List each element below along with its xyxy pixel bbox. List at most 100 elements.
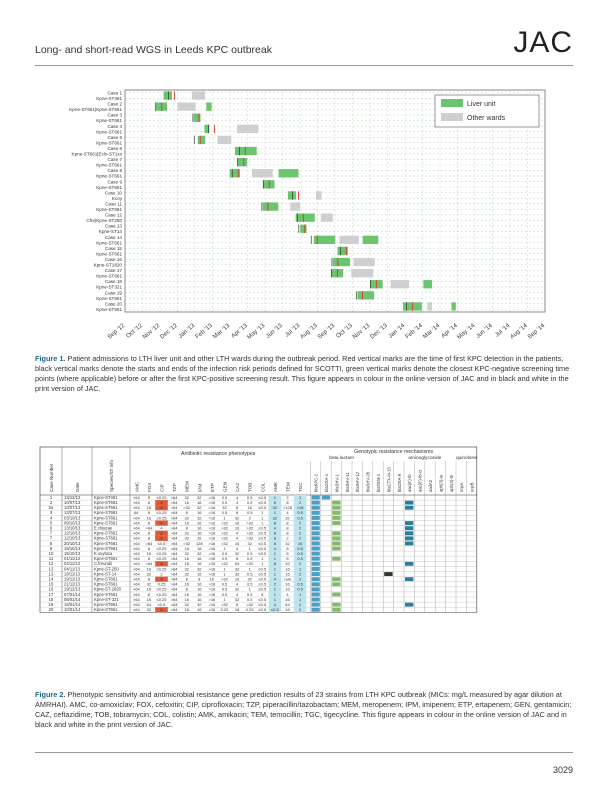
phenotype-column-header: ETP: [210, 483, 215, 492]
phenotype-value-cell: 8: [274, 561, 277, 566]
phenotype-value-cell: 32: [184, 531, 189, 536]
date-cell: 09/10/13: [64, 520, 81, 525]
timeline-x-tick-label: Mar '13: [212, 323, 232, 341]
gene-presence-cell: [311, 521, 320, 525]
admission-bar: [262, 202, 279, 211]
phenotype-value-cell: 16: [184, 582, 189, 587]
running-title: Long- and short-read WGS in Leeds KPC ou…: [35, 44, 272, 56]
gene-presence-cell: [311, 556, 320, 561]
aminoglycoside-header: aminoglycoside: [408, 455, 441, 461]
phenotype-value-cell: 16: [147, 505, 152, 510]
phenotype-value-cell: 32: [285, 561, 290, 566]
gene-column-header: blaOXA-1: [324, 473, 329, 492]
phenotype-value-cell: >16: [209, 520, 217, 525]
phenotype-value-cell: 0.5: [222, 582, 228, 587]
case-number-cell: 5: [50, 520, 53, 525]
timeline-x-tick-label: Jan '13: [178, 323, 197, 340]
phenotype-value-cell: 32: [147, 571, 152, 576]
species-cell: C.freundii: [94, 561, 112, 566]
gene-presence-cell: [332, 510, 341, 515]
phenotype-value-cell: 8: [186, 577, 189, 582]
phenotype-value-cell: 0.5: [247, 597, 253, 602]
phenotype-value-cell: >16: [209, 551, 217, 556]
phenotype-value-cell: >32: [246, 531, 254, 536]
phenotype-value-cell: 2: [299, 607, 302, 612]
phenotype-value-cell: 32: [235, 566, 240, 571]
timeline-row-label: Case 17: [105, 268, 123, 273]
phenotype-value-cell: >16: [209, 602, 217, 607]
phenotype-value-cell: 1: [299, 566, 302, 571]
phenotype-value-cell: 16: [285, 607, 290, 612]
phenotype-value-cell: 1: [299, 597, 302, 602]
gene-presence-cell: [332, 536, 341, 541]
gene-presence-cell: [311, 582, 320, 587]
date-cell: 18/11/13: [64, 571, 81, 576]
case-number-cell: 17: [49, 592, 54, 597]
phenotype-value-cell: >64: [133, 566, 141, 571]
phenotype-column-header: CAZ: [235, 483, 240, 492]
phenotype-value-cell: >16: [209, 505, 217, 510]
phenotype-value-cell: 64: [285, 602, 290, 607]
phenotype-value-cell: >64: [133, 551, 141, 556]
phenotype-value-cell: >64: [133, 592, 141, 597]
phenotype-value-cell: >16: [209, 607, 217, 612]
phenotype-value-cell: 0.5: [222, 556, 228, 561]
gene-presence-cell: [332, 546, 341, 551]
phenotype-value-cell: 32: [235, 571, 240, 576]
phenotype-cell-fill: [293, 571, 307, 577]
date-cell: 03/10/13: [64, 515, 81, 520]
date-cell: 19/11/13: [64, 577, 81, 582]
admission-bar: [206, 102, 212, 111]
phenotype-value-cell: >16: [209, 536, 217, 541]
gene-presence-cell: [311, 572, 320, 576]
phenotype-value-cell: 1: [274, 592, 277, 597]
timeline-x-tick-label: Dec '13: [369, 323, 389, 341]
phenotype-value-cell: >32: [246, 561, 254, 566]
date-cell: 20/10/13: [64, 541, 81, 546]
timeline-row-label: Kpne-ST661: [96, 140, 122, 145]
phenotype-value-cell: 32: [235, 597, 240, 602]
gene-presence-cell: [321, 495, 331, 500]
phenotype-value-cell: ≤0.25: [157, 551, 168, 556]
phenotype-value-cell: 16: [298, 541, 303, 546]
phenotype-value-cell: >32: [221, 526, 229, 531]
species-cell: Kpne-ST661: [94, 505, 118, 510]
phenotype-value-cell: 8: [261, 592, 264, 597]
phenotype-value-cell: 1: [274, 495, 277, 500]
phenotype-value-cell: 16: [285, 587, 290, 592]
phenotype-value-cell: 16: [147, 515, 152, 520]
phenotype-cell-fill: [268, 540, 282, 546]
phenotype-value-cell: ≤0.5: [258, 587, 267, 592]
phenotype-value-cell: 1: [274, 556, 277, 561]
admission-bar: [193, 113, 201, 122]
phenotype-value-cell: 8: [186, 510, 189, 515]
phenotype-column-header: COL: [260, 482, 265, 492]
phenotype-value-cell: 0.5: [297, 551, 303, 556]
phenotype-value-cell: 16: [184, 561, 189, 566]
phenotype-value-cell: 16: [235, 607, 240, 612]
phenotype-cell-fill: [293, 556, 307, 562]
timeline-x-tick-label: Feb '13: [195, 323, 215, 341]
phenotype-value-cell: 8: [148, 495, 151, 500]
admission-bar: [163, 91, 172, 100]
species-cell: Kpne-ST661: [94, 556, 118, 561]
phenotype-value-cell: >32: [221, 577, 229, 582]
phenotype-cell-fill: [268, 597, 282, 603]
phenotype-value-cell: 64: [147, 602, 152, 607]
phenotype-value-cell: 8: [236, 510, 239, 515]
phenotype-value-cell: ≤0.25: [157, 510, 168, 515]
phenotype-value-cell: >32: [221, 520, 229, 525]
date-cell: 15/10/13: [64, 551, 81, 556]
phenotype-value-cell: 32: [184, 551, 189, 556]
phenotype-value-cell: >16: [297, 505, 305, 510]
phenotype-value-cell: 32: [197, 566, 202, 571]
phenotype-value-cell: >64: [171, 531, 179, 536]
admission-bar: [229, 169, 241, 178]
gene-presence-cell: [311, 536, 320, 541]
timeline-row-label: Case 15: [105, 246, 123, 251]
phenotype-value-cell: 0.5: [247, 500, 253, 505]
phenotype-value-cell: 16: [147, 587, 152, 592]
phenotype-value-cell: >16: [209, 582, 217, 587]
gene-presence-cell: [311, 495, 320, 500]
phenotype-value-cell: 16: [235, 577, 240, 582]
